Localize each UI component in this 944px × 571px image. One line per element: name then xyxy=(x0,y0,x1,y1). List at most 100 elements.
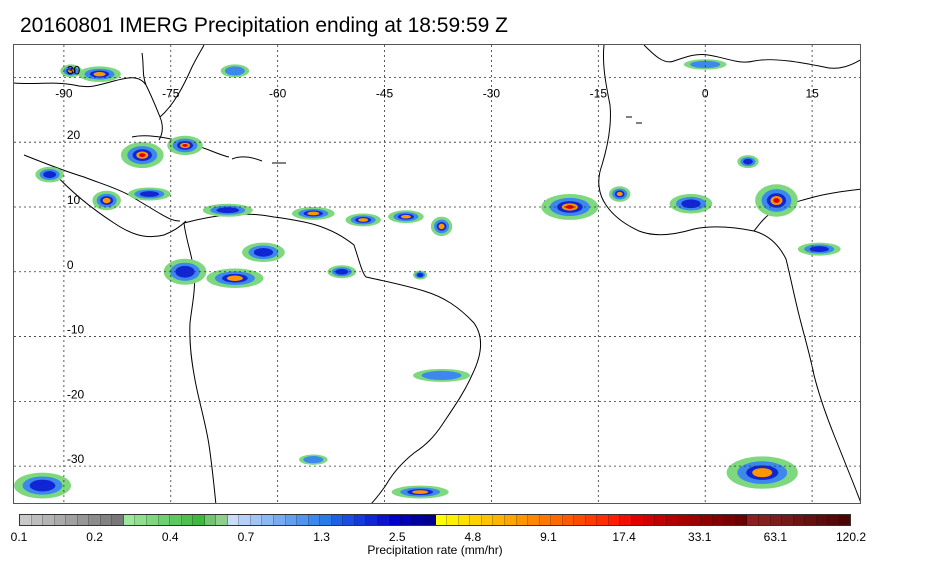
colorbar-swatch xyxy=(331,515,344,525)
colorbar-swatch xyxy=(377,515,390,525)
colorbar-swatch xyxy=(297,515,309,525)
precipitation-contour xyxy=(29,479,56,492)
colorbar-swatch xyxy=(770,515,783,525)
colorbar-swatch xyxy=(170,515,182,525)
latitude-tick-label: 30 xyxy=(67,63,81,77)
colorbar-swatch xyxy=(493,515,505,525)
precipitation-contour xyxy=(139,153,146,158)
longitude-tick-label: -45 xyxy=(376,86,394,100)
gridlines xyxy=(14,45,860,503)
latitude-tick-label: -20 xyxy=(67,387,85,401)
colorbar-swatch xyxy=(77,515,90,525)
colorbar-swatch xyxy=(643,515,656,525)
colorbar-swatch xyxy=(43,515,55,525)
colorbar-swatch xyxy=(435,515,448,525)
precipitation-contour xyxy=(421,370,462,380)
precipitation-cell xyxy=(345,213,381,227)
precipitation-cell xyxy=(327,265,357,279)
colorbar-swatch xyxy=(66,515,78,525)
colorbar-swatch xyxy=(401,515,413,525)
precipitation-cell xyxy=(683,59,727,70)
precipitation-contour xyxy=(773,198,780,203)
precipitation-cell xyxy=(92,190,121,211)
precipitation-contour xyxy=(68,69,75,73)
colorbar-tick-label: 0.1 xyxy=(10,530,28,544)
coastline-hispaniola xyxy=(231,156,263,162)
precipitation-cell xyxy=(413,368,471,382)
colorbar-swatch xyxy=(747,515,759,525)
colorbar-tick-label: 1.3 xyxy=(313,530,330,544)
precipitation-cell xyxy=(609,186,631,202)
precipitation-cell xyxy=(755,184,798,217)
precipitation-cell xyxy=(430,216,453,237)
colorbar-swatch xyxy=(701,515,713,525)
colorbar-swatch xyxy=(308,515,321,525)
longitude-tick-label: -15 xyxy=(590,86,608,100)
colorbar-swatch xyxy=(89,515,101,525)
colorbar-swatch xyxy=(828,515,840,525)
precipitation-layer xyxy=(14,59,841,499)
precipitation-cell xyxy=(242,242,285,263)
coastline-north-america xyxy=(14,45,205,141)
colorbar-tick-label: 63.1 xyxy=(763,530,788,544)
precipitation-cell xyxy=(291,206,335,220)
precipitation-contour xyxy=(690,60,721,69)
longitude-labels: -90 -75 -60 -45 -30 -15 0 15 xyxy=(55,86,819,100)
precipitation-cell xyxy=(128,187,171,201)
precipitation-contour xyxy=(809,246,829,252)
precipitation-cell xyxy=(797,242,841,256)
colorbar-swatch xyxy=(193,515,205,525)
map-canvas: -90 -75 -60 -45 -30 -15 0 15 30 20 10 0 -10 -20 -30 xyxy=(14,45,860,503)
colorbar-swatch xyxy=(793,515,806,525)
colorbar-swatch xyxy=(528,515,540,525)
colorbar-swatch xyxy=(597,515,609,525)
precipitation-contour xyxy=(416,272,424,278)
colorbar-swatch xyxy=(112,515,124,525)
coastline-iberia xyxy=(643,45,860,69)
colorbar-swatch xyxy=(620,515,632,525)
precipitation-cell xyxy=(202,203,253,217)
precipitation-cell xyxy=(220,64,250,78)
colorbar-swatch xyxy=(539,515,552,525)
precipitation-cell xyxy=(14,472,72,499)
precipitation-map: -90 -75 -60 -45 -30 -15 0 15 30 20 10 0 -10 -20 -30 xyxy=(13,44,861,504)
coastlines xyxy=(14,45,860,503)
colorbar-swatch xyxy=(135,515,148,525)
colorbar-label: Precipitation rate (mm/hr) xyxy=(367,543,503,557)
colorbar-swatch xyxy=(262,515,275,525)
colorbar-swatch xyxy=(759,515,771,525)
colorbar-swatch xyxy=(123,515,136,525)
precipitation-contour xyxy=(303,456,324,464)
colorbar-swatch xyxy=(782,515,794,525)
colorbar-swatch xyxy=(631,515,644,525)
colorbar-swatch xyxy=(574,515,586,525)
colorbar-swatch xyxy=(354,515,367,525)
latitude-tick-label: 20 xyxy=(67,128,81,142)
precipitation-contour xyxy=(752,468,773,478)
colorbar-swatch xyxy=(724,515,736,525)
colorbar-swatch xyxy=(274,515,286,525)
longitude-tick-label: -75 xyxy=(162,86,180,100)
precipitation-contour xyxy=(400,214,411,219)
precipitation-contour xyxy=(139,191,160,197)
precipitation-cell xyxy=(413,270,428,280)
colorbar-swatch xyxy=(839,515,851,525)
latitude-tick-label: -10 xyxy=(67,323,85,337)
precipitation-contour xyxy=(224,66,245,76)
colorbar-tick-label: 120.2 xyxy=(835,530,867,544)
colorbar-swatch xyxy=(608,515,621,525)
colorbar-tick-label: 9.1 xyxy=(540,530,557,544)
colorbar-swatch xyxy=(389,515,402,525)
precipitation-cell xyxy=(120,142,164,169)
colorbar-swatch xyxy=(31,515,44,525)
colorbar-swatch xyxy=(458,515,471,525)
precipitation-contour xyxy=(307,211,320,216)
latitude-tick-label: 10 xyxy=(67,193,81,207)
precipitation-contour xyxy=(253,247,274,257)
colorbar-swatch xyxy=(562,515,575,525)
colorbar-tick-label: 17.4 xyxy=(612,530,636,544)
precipitation-contour xyxy=(43,171,57,179)
precipitation-cell xyxy=(206,268,264,288)
colorbar-swatch xyxy=(805,515,817,525)
colorbar-tick-labels: 0.1 0.2 0.4 0.7 1.3 2.5 4.8 9.1 17.4 33.1 63.1 120.… xyxy=(0,530,944,546)
